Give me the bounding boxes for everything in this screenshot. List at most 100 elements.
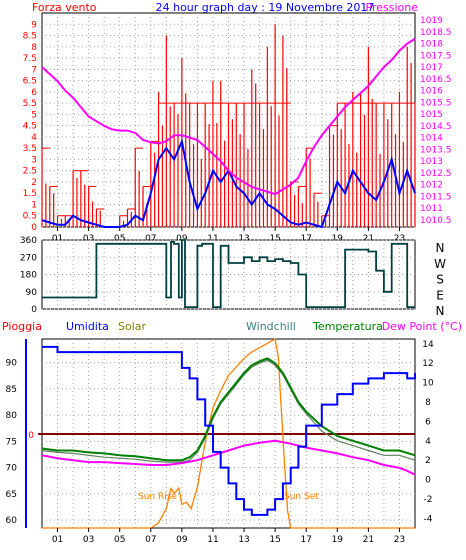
climate-x-tick-label: 03 <box>83 535 94 545</box>
temperature-tick-label: 12 <box>422 359 433 369</box>
climate-x-tick-label: 17 <box>300 535 311 545</box>
humidity-tick-label: 60 <box>6 516 18 526</box>
wind-axis-title: Forza vento <box>32 1 97 14</box>
direction-tick-label: 90 <box>26 288 38 298</box>
humidity-tick-label: 80 <box>6 411 18 421</box>
wind-panel-x-axis: 01 03 05 07 09 11 13 15 17 19 21 23 <box>52 227 405 244</box>
wind-x-tick-label: 07 <box>145 234 156 244</box>
climate-x-tick-label: 13 <box>238 535 249 545</box>
compass-label: N <box>436 304 445 318</box>
temperature-tick-label: 8 <box>425 398 431 408</box>
wind-panel-series <box>41 24 416 229</box>
wind-x-tick-label: 17 <box>300 234 311 244</box>
pressure-axis: 1010.510111011.510121012.510131013.51014… <box>420 16 452 226</box>
wind-axis: 00.5 11.522.5 33.544.5 55.566.5 77.588.5 9 <box>23 20 38 233</box>
temperature-tick-label: 6 <box>425 417 431 427</box>
temperature-tick-label: -4 <box>424 514 433 524</box>
pressure-tick-label: 1017.5 <box>420 51 452 61</box>
wind-tick-label: 8 <box>31 43 37 53</box>
compass-label: W <box>434 257 446 271</box>
wind-x-tick-label: 01 <box>52 234 63 244</box>
pressure-tick-label: 1019 <box>420 16 443 26</box>
wind-tick-label: 6.5 <box>23 77 37 87</box>
pressure-tick-label: 1015 <box>420 110 443 120</box>
pressure-tick-label: 1010.5 <box>420 216 452 226</box>
humidity-axis: 60 65 70 75 80 85 90 <box>6 339 27 528</box>
humidity-tick-label: 75 <box>6 437 17 447</box>
temperature-tick-label: -2 <box>424 495 433 505</box>
compass-label: S <box>436 273 444 287</box>
wind-tick-label: 8.5 <box>23 32 37 42</box>
wind-tick-label: 7.5 <box>23 54 37 64</box>
climate-x-tick-label: 21 <box>363 535 374 545</box>
humidity-tick-label: 85 <box>6 385 17 395</box>
solar-line <box>42 337 415 529</box>
temperature-axis: -4 -2 0 2 4 6 8 10 12 14 <box>422 340 434 524</box>
wind-tick-label: 9 <box>31 20 37 30</box>
direction-tick-label: 360 <box>20 236 37 246</box>
windchill-line <box>41 359 416 463</box>
wind-tick-label: 6 <box>31 88 37 98</box>
pressure-tick-label: 1017 <box>420 63 443 73</box>
climate-x-tick-label: 07 <box>145 535 156 545</box>
pressure-tick-label: 1016.5 <box>420 75 452 85</box>
temperature-tick-label: 14 <box>422 340 434 350</box>
wind-tick-label: 3 <box>31 155 37 165</box>
legend-solar: Solar <box>118 320 147 333</box>
legend-dew-point: Dew Point (°C) <box>382 320 462 333</box>
direction-tick-label: 180 <box>20 271 37 281</box>
climate-x-tick-label: 05 <box>114 535 125 545</box>
pressure-tick-label: 1014.5 <box>420 122 452 132</box>
legend-windchill: Windchill <box>246 320 296 333</box>
pressure-tick-label: 1016 <box>420 87 443 97</box>
legend-temperatura: Temperatura <box>312 320 383 333</box>
wind-tick-label: 5 <box>31 110 37 120</box>
compass-label: E <box>436 288 444 302</box>
pressure-tick-label: 1011.5 <box>420 192 452 202</box>
climate-x-tick-label: 11 <box>207 535 218 545</box>
direction-tick-label: 0 <box>31 305 37 315</box>
climate-x-tick-label: 19 <box>332 535 344 545</box>
climate-panel-x-axis: 01 03 05 07 09 11 13 15 17 19 21 23 <box>52 528 405 545</box>
wind-tick-label: 2.5 <box>23 167 37 177</box>
sun-rise-label: Sun Rise <box>138 492 177 502</box>
pressure-axis-title: Pressione <box>366 1 419 14</box>
direction-axis: 360 270 180 90 0 <box>20 236 37 315</box>
pressure-tick-label: 1018 <box>420 40 443 50</box>
wind-tick-label: 2 <box>31 178 37 188</box>
pressure-tick-label: 1012.5 <box>420 169 452 179</box>
wind-x-tick-label: 21 <box>363 234 374 244</box>
compass-label: N <box>436 241 445 255</box>
dew-point-line <box>41 439 416 476</box>
wind-tick-label: 0.5 <box>23 212 37 222</box>
pressure-tick-label: 1013 <box>420 157 443 167</box>
wind-x-tick-label: 11 <box>207 234 218 244</box>
wind-tick-label: 3.5 <box>23 144 37 154</box>
pressure-tick-label: 1014 <box>420 134 443 144</box>
rain-value-label: 0 <box>28 431 34 441</box>
temperature-tick-label: 2 <box>425 456 431 466</box>
temperature-tick-label: 10 <box>422 379 434 389</box>
legend-pioggia: Pioggia <box>2 320 42 333</box>
wind-x-tick-label: 13 <box>238 234 249 244</box>
temperature-tick-label: 0 <box>425 476 431 486</box>
temperature-tick-label: 4 <box>425 437 431 447</box>
climate-x-tick-label: 23 <box>394 535 405 545</box>
humidity-tick-label: 70 <box>6 464 18 474</box>
wind-tick-label: 4 <box>31 133 37 143</box>
humidity-line <box>42 345 416 516</box>
wind-tick-label: 1 <box>31 200 37 210</box>
wind-x-tick-label: 09 <box>176 234 188 244</box>
pressure-line <box>41 38 416 196</box>
climate-x-tick-label: 15 <box>269 535 280 545</box>
wind-tick-label: 4.5 <box>23 122 37 132</box>
wind-x-tick-label: 23 <box>394 234 405 244</box>
climate-panel-series <box>38 337 416 529</box>
direction-panel-series <box>42 239 415 309</box>
climate-x-tick-label: 09 <box>176 535 188 545</box>
temperature-line <box>41 357 416 462</box>
graph-title: 24 hour graph day : 19 Novembre 2017 <box>156 1 375 14</box>
pressure-tick-label: 1018.5 <box>420 28 452 38</box>
